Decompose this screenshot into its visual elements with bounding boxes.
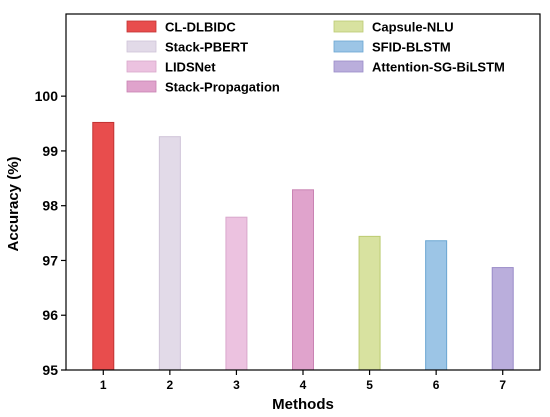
legend-swatch [126, 80, 157, 93]
x-tick-label: 5 [366, 378, 373, 392]
y-axis: 95 96 97 98 99 100 [35, 88, 66, 378]
legend-label: LIDSNet [165, 60, 216, 75]
x-tick-label: 3 [233, 378, 240, 392]
legend-label: Attention-SG-BiLSTM [372, 60, 505, 75]
y-tick-label: 97 [42, 252, 58, 268]
bar-7 [491, 267, 514, 371]
legend-label: Stack-Propagation [165, 80, 280, 95]
y-tick-label: 100 [35, 88, 59, 104]
legend: CL-DLBIDC Stack-PBERT LIDSNet Stack-Propaga… [126, 20, 505, 95]
x-axis: 1 2 3 4 5 6 7 [100, 370, 506, 392]
bar-1 [92, 121, 115, 371]
legend-swatch [333, 60, 364, 73]
bar-5 [358, 235, 381, 371]
x-tick-label: 6 [433, 378, 440, 392]
x-tick-label: 4 [300, 378, 307, 392]
legend-swatch [126, 20, 157, 33]
y-axis-label: Accuracy (%) [5, 156, 22, 251]
bar-6 [425, 240, 448, 371]
bar-4 [292, 189, 314, 371]
legend-label: SFID-BLSTM [372, 40, 451, 55]
bar-3 [225, 216, 248, 371]
legend-label: CL-DLBIDC [165, 20, 236, 35]
y-tick-label: 98 [42, 198, 58, 214]
x-tick-label: 2 [167, 378, 174, 392]
legend-label: Capsule-NLU [372, 20, 454, 35]
x-tick-label: 1 [100, 378, 107, 392]
y-tick-label: 95 [42, 362, 58, 378]
bar-2 [158, 136, 181, 371]
x-tick-label: 7 [499, 378, 506, 392]
legend-label: Stack-PBERT [165, 40, 248, 55]
bars-group [92, 121, 514, 371]
legend-swatch [126, 60, 157, 73]
y-tick-label: 96 [42, 307, 58, 323]
legend-swatch [333, 20, 364, 33]
legend-swatch [126, 40, 157, 53]
x-axis-label: Methods [272, 396, 334, 413]
y-tick-label: 99 [42, 143, 58, 159]
legend-swatch [333, 40, 364, 53]
